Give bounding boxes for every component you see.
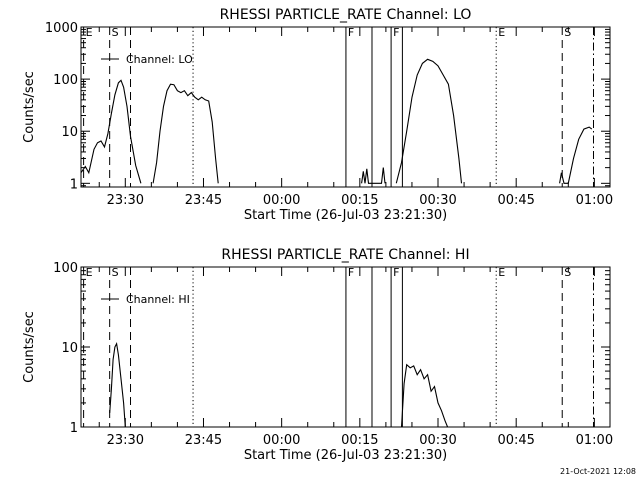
series-line: [109, 341, 126, 428]
marker-label: S: [112, 26, 119, 39]
y-tick-label: 1: [70, 421, 78, 436]
x-tick-label: 00:30: [419, 193, 456, 208]
plot-frame: [80, 26, 611, 188]
marker-label: E: [86, 26, 93, 39]
y-axis-label: Counts/sec: [22, 311, 37, 383]
y-tick-label: 100: [53, 73, 78, 88]
marker-label: S: [564, 266, 571, 279]
series-line: [559, 126, 593, 184]
legend-label: Channel: LO: [126, 53, 193, 66]
marker-label: F: [393, 26, 399, 39]
x-tick-label: 00:15: [341, 193, 378, 208]
x-tick-label: 23:45: [185, 433, 222, 448]
marker-label: E: [498, 266, 505, 279]
marker-label: S: [564, 26, 571, 39]
footer-date: 21-Oct-2021 12:08: [560, 467, 636, 476]
marker-label: F: [393, 266, 399, 279]
panel-hi: RHESSI PARTICLE_RATE Channel: HI Counts/s…: [22, 247, 613, 463]
legend-label: Channel: HI: [126, 293, 190, 306]
x-tick-label: 23:45: [185, 193, 222, 208]
panel-lo: RHESSI PARTICLE_RATE Channel: LO Counts/s…: [22, 7, 613, 223]
y-tick-label: 1: [70, 177, 78, 192]
x-tick-label: 23:30: [107, 433, 144, 448]
x-tick-label: 00:45: [497, 433, 534, 448]
marker-label: S: [112, 266, 119, 279]
x-tick-label: 23:30: [107, 193, 144, 208]
x-tick-label: 00:45: [497, 193, 534, 208]
marker-label: E: [86, 266, 93, 279]
x-axis-label: Start Time (26-Jul-03 23:21:30): [244, 208, 447, 223]
x-axis-label: Start Time (26-Jul-03 23:21:30): [244, 448, 447, 463]
x-tick-label: 01:00: [576, 193, 613, 208]
marker-label: E: [498, 26, 505, 39]
marker-label: F: [348, 266, 354, 279]
x-tick-label: 00:00: [263, 433, 300, 448]
x-tick-label: 00:00: [263, 193, 300, 208]
y-tick-label: 1000: [45, 21, 78, 36]
series-line: [80, 79, 142, 184]
x-tick-label: 01:00: [576, 433, 613, 448]
series-line: [361, 167, 386, 184]
y-axis-label: Counts/sec: [22, 71, 37, 143]
series-line: [152, 83, 219, 184]
chart-title: RHESSI PARTICLE_RATE Channel: LO: [220, 7, 472, 23]
y-tick-label: 100: [53, 261, 78, 276]
series-line: [400, 363, 449, 428]
marker-label: F: [348, 26, 354, 39]
y-tick-label: 10: [61, 341, 78, 356]
x-tick-label: 00:30: [419, 433, 456, 448]
series-line: [395, 58, 463, 184]
chart-title: RHESSI PARTICLE_RATE Channel: HI: [221, 247, 469, 263]
x-tick-label: 00:15: [341, 433, 378, 448]
y-tick-label: 10: [61, 125, 78, 140]
